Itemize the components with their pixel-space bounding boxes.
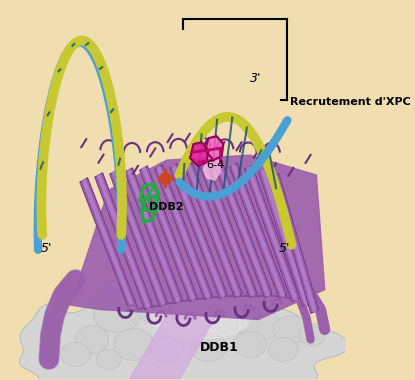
Polygon shape: [157, 166, 210, 298]
Ellipse shape: [61, 342, 90, 366]
Ellipse shape: [268, 337, 298, 361]
Polygon shape: [170, 164, 227, 299]
Ellipse shape: [207, 302, 243, 332]
Ellipse shape: [190, 334, 227, 361]
Polygon shape: [127, 169, 180, 302]
Ellipse shape: [136, 291, 173, 323]
Polygon shape: [112, 171, 165, 305]
Polygon shape: [202, 163, 254, 296]
Text: 3': 3': [250, 73, 261, 86]
Ellipse shape: [237, 307, 280, 342]
Polygon shape: [190, 142, 208, 166]
Text: 5': 5': [41, 242, 52, 255]
Polygon shape: [80, 178, 137, 312]
Polygon shape: [244, 165, 300, 302]
Ellipse shape: [150, 299, 250, 339]
Polygon shape: [205, 136, 223, 160]
Polygon shape: [187, 165, 239, 296]
Ellipse shape: [114, 328, 154, 360]
Polygon shape: [273, 174, 316, 312]
Polygon shape: [125, 168, 182, 304]
Polygon shape: [83, 179, 135, 310]
Polygon shape: [155, 165, 212, 300]
Polygon shape: [172, 165, 225, 297]
Polygon shape: [200, 162, 257, 298]
Polygon shape: [217, 163, 269, 296]
Polygon shape: [203, 158, 220, 180]
Text: DDB1: DDB1: [200, 341, 239, 355]
Polygon shape: [140, 166, 197, 302]
Polygon shape: [67, 155, 325, 320]
Ellipse shape: [299, 323, 325, 345]
Text: 6-4: 6-4: [207, 160, 225, 170]
Polygon shape: [98, 174, 150, 308]
Polygon shape: [142, 168, 195, 300]
Polygon shape: [110, 170, 167, 307]
Polygon shape: [271, 173, 319, 313]
Polygon shape: [232, 165, 284, 297]
Ellipse shape: [76, 326, 109, 353]
Polygon shape: [259, 168, 310, 306]
Polygon shape: [215, 162, 272, 298]
Ellipse shape: [233, 331, 266, 357]
Ellipse shape: [273, 315, 310, 344]
Polygon shape: [129, 315, 217, 379]
Polygon shape: [261, 169, 308, 305]
Polygon shape: [229, 163, 287, 299]
Ellipse shape: [94, 297, 140, 332]
Text: DDB2: DDB2: [149, 202, 183, 212]
Text: 5': 5': [279, 242, 290, 255]
Polygon shape: [247, 166, 297, 300]
Ellipse shape: [171, 293, 212, 326]
Ellipse shape: [96, 350, 121, 369]
Polygon shape: [185, 163, 242, 298]
Polygon shape: [20, 273, 349, 380]
Ellipse shape: [150, 336, 183, 363]
Polygon shape: [95, 173, 152, 310]
Text: Recrutement d'XPC: Recrutement d'XPC: [290, 97, 410, 107]
